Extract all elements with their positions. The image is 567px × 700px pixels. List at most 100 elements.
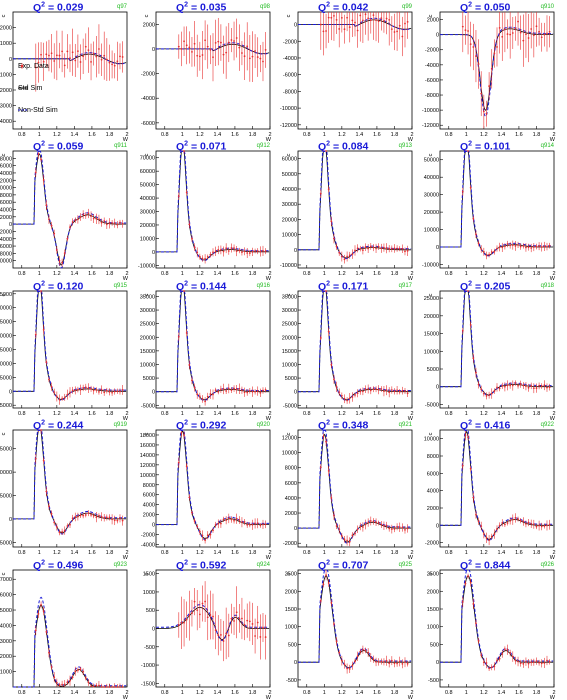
data-point bbox=[367, 247, 370, 250]
data-point bbox=[477, 639, 480, 642]
x-tick-label: 1.6 bbox=[515, 271, 523, 277]
data-point bbox=[490, 392, 493, 395]
data-point bbox=[71, 221, 74, 223]
data-point bbox=[235, 250, 238, 252]
y-tick-label: 500 bbox=[430, 642, 439, 648]
plot-frame bbox=[297, 290, 413, 409]
chart-panel-q2-0.071: -10000 0 10000 20000 30000 40000 50000 60000 700… bbox=[138, 140, 284, 282]
data-point bbox=[108, 61, 111, 64]
y-tick-label: -4000 bbox=[141, 543, 155, 549]
data-point bbox=[514, 382, 517, 384]
data-point bbox=[204, 539, 207, 542]
y-tick-label: 40000 bbox=[424, 175, 439, 181]
data-point bbox=[191, 51, 193, 53]
chart-panel-q2-0.292: -4000 -2000 0 2000 4000 6000 8000 10000 12000 140… bbox=[140, 419, 284, 561]
x-tick-label: 1 bbox=[465, 550, 468, 556]
data-point bbox=[338, 528, 341, 531]
y-tick-label: 0 bbox=[436, 660, 439, 666]
data-point bbox=[103, 516, 106, 519]
data-point bbox=[377, 522, 380, 524]
data-point bbox=[100, 58, 103, 61]
q2-prefix: Q2 = bbox=[176, 140, 201, 153]
y-tick-label: -5000 bbox=[141, 403, 155, 409]
data-point bbox=[343, 663, 346, 666]
data-point bbox=[330, 601, 333, 604]
std-sim-line bbox=[13, 429, 127, 534]
y-tick-label: 2500 bbox=[427, 572, 439, 578]
data-point bbox=[488, 253, 491, 256]
plot-frame bbox=[439, 290, 555, 409]
y-tick-label: -10000 bbox=[0, 259, 12, 265]
data-point bbox=[238, 249, 241, 252]
data-point bbox=[61, 683, 64, 686]
data-point bbox=[204, 400, 207, 403]
plot-frame bbox=[12, 429, 128, 548]
std-sim-line bbox=[440, 575, 554, 669]
x-tick-label: 1.2 bbox=[196, 690, 204, 696]
data-point bbox=[469, 186, 472, 189]
x-tick-label: 2 bbox=[125, 690, 128, 696]
data-point bbox=[111, 391, 113, 394]
x-tick-label: 2 bbox=[410, 271, 413, 277]
x-tick-label: 1.2 bbox=[338, 411, 346, 417]
data-point bbox=[121, 519, 124, 522]
chart-panel-q2-0.171: -5000 0 5000 10000 15000 20000 25000 30000 35000… bbox=[282, 280, 426, 422]
data-point bbox=[401, 247, 404, 250]
data-point bbox=[401, 35, 404, 38]
data-point bbox=[364, 388, 367, 391]
data-point bbox=[98, 218, 100, 221]
y-tick-label: 16000 bbox=[140, 443, 155, 449]
data-point bbox=[248, 620, 251, 623]
data-point bbox=[383, 524, 385, 527]
data-point bbox=[351, 253, 354, 255]
data-point bbox=[488, 85, 491, 87]
data-point bbox=[256, 390, 259, 392]
data-point bbox=[514, 517, 517, 519]
data-point bbox=[375, 247, 377, 250]
data-point bbox=[383, 660, 385, 663]
data-point bbox=[367, 17, 370, 20]
data-point bbox=[543, 525, 546, 527]
data-point bbox=[191, 237, 193, 240]
data-point bbox=[335, 640, 338, 643]
legend-item: Std Sim bbox=[18, 85, 43, 92]
y-tick-label: 18000 bbox=[0, 156, 12, 162]
data-point bbox=[351, 664, 354, 667]
data-point bbox=[243, 391, 246, 394]
std-sim-line bbox=[13, 290, 127, 400]
data-point bbox=[198, 395, 201, 398]
data-point bbox=[262, 389, 264, 392]
data-point bbox=[480, 248, 483, 250]
y-tick-label: -6000 bbox=[425, 78, 439, 84]
data-point bbox=[37, 612, 40, 615]
x-tick-label: 1.8 bbox=[249, 550, 257, 556]
data-point bbox=[238, 617, 241, 620]
y-tick-label: 25000 bbox=[282, 322, 297, 328]
data-point bbox=[385, 659, 388, 662]
data-point bbox=[248, 389, 251, 392]
data-point bbox=[113, 64, 116, 67]
data-point bbox=[511, 518, 514, 521]
data-point bbox=[327, 188, 330, 191]
data-point bbox=[354, 660, 356, 663]
data-point bbox=[230, 518, 233, 521]
data-point bbox=[45, 361, 48, 364]
data-point bbox=[103, 220, 106, 222]
y-tick-label: -3000 bbox=[0, 104, 12, 110]
y-tick-label: 25000 bbox=[0, 320, 12, 326]
data-point bbox=[246, 252, 249, 254]
y-axis-label: c bbox=[286, 153, 292, 156]
data-point bbox=[235, 37, 238, 39]
data-point bbox=[183, 150, 185, 152]
data-point bbox=[233, 519, 235, 522]
data-point bbox=[111, 518, 113, 521]
x-tick-label: 1.8 bbox=[249, 271, 257, 277]
y-tick-label: 500 bbox=[288, 642, 297, 648]
data-point bbox=[467, 290, 469, 292]
data-point bbox=[246, 391, 249, 394]
y-tick-label: -500 bbox=[428, 678, 439, 684]
data-point bbox=[225, 632, 228, 635]
data-point bbox=[79, 514, 82, 517]
x-tick-label: 1.2 bbox=[480, 132, 488, 138]
y-tick-label: 5000 bbox=[427, 367, 439, 373]
